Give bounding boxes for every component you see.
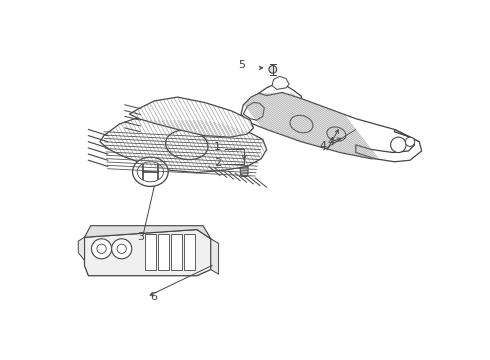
Text: 1: 1 <box>214 142 221 152</box>
Polygon shape <box>272 76 289 89</box>
Polygon shape <box>100 116 267 172</box>
Polygon shape <box>241 87 419 159</box>
Circle shape <box>391 137 406 153</box>
Polygon shape <box>84 226 211 239</box>
Text: 6: 6 <box>150 292 158 302</box>
Ellipse shape <box>166 130 208 159</box>
Bar <box>145 234 156 270</box>
Bar <box>184 234 196 270</box>
Polygon shape <box>84 230 211 276</box>
Polygon shape <box>240 164 248 176</box>
Polygon shape <box>259 83 301 99</box>
Text: 5: 5 <box>238 60 245 70</box>
Polygon shape <box>211 239 219 274</box>
Ellipse shape <box>290 115 313 133</box>
Text: 4: 4 <box>327 137 334 147</box>
Polygon shape <box>129 97 253 137</box>
Text: 3: 3 <box>138 232 145 242</box>
Ellipse shape <box>327 127 346 141</box>
Bar <box>158 234 169 270</box>
Text: 4: 4 <box>319 140 327 150</box>
Bar <box>172 234 182 270</box>
Circle shape <box>112 239 132 259</box>
Polygon shape <box>244 103 264 120</box>
Circle shape <box>92 239 112 259</box>
Text: 2: 2 <box>214 158 221 167</box>
Polygon shape <box>78 237 84 260</box>
Circle shape <box>269 66 277 73</box>
Polygon shape <box>356 130 421 162</box>
Ellipse shape <box>133 157 168 186</box>
Circle shape <box>405 137 415 147</box>
